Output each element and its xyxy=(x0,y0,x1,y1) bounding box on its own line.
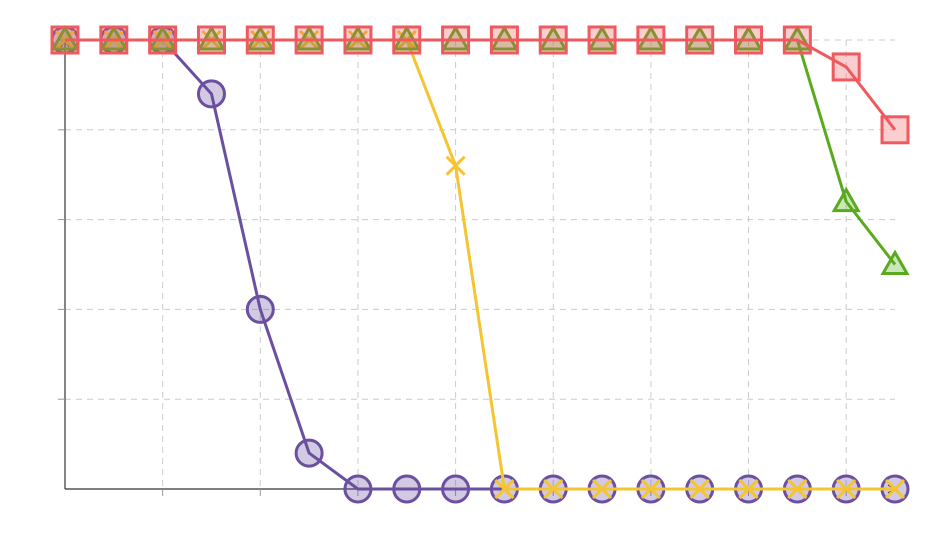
data-point-circle xyxy=(245,294,275,324)
axes xyxy=(58,38,897,496)
data-point-x xyxy=(543,478,564,500)
series-circle xyxy=(50,25,910,504)
data-point-square xyxy=(441,25,471,55)
data-point-x xyxy=(445,155,466,176)
data-point-circle xyxy=(196,79,226,109)
data-point-square xyxy=(734,25,764,55)
data-point-circle xyxy=(392,474,422,504)
data-point-square xyxy=(636,25,666,55)
data-point-square xyxy=(831,52,861,82)
data-point-x xyxy=(836,478,857,500)
series-triangle xyxy=(50,24,910,275)
data-point-triangle xyxy=(880,249,910,275)
data-point-square xyxy=(245,25,275,55)
data-point-circle xyxy=(294,438,324,468)
series-line-x xyxy=(65,38,895,491)
data-point-square xyxy=(685,25,715,55)
data-point-square xyxy=(538,25,568,55)
data-point-square xyxy=(880,115,910,145)
series-line-circle xyxy=(65,38,895,491)
data-point-square xyxy=(196,25,226,55)
data-point-square xyxy=(294,25,324,55)
data-point-circle xyxy=(343,474,373,504)
data-point-x xyxy=(884,478,906,500)
data-point-square xyxy=(50,25,80,55)
data-point-triangle xyxy=(831,186,861,213)
data-point-square xyxy=(99,25,129,55)
data-point-x xyxy=(787,478,808,500)
series-line-triangle xyxy=(65,38,897,266)
data-point-x xyxy=(591,478,613,500)
data-point-square xyxy=(148,25,178,55)
data-point-circle xyxy=(441,474,471,504)
data-point-x xyxy=(738,478,759,500)
series-layer xyxy=(50,24,910,504)
data-point-x xyxy=(494,478,515,500)
data-point-x xyxy=(640,478,661,500)
series-x xyxy=(54,29,906,500)
data-point-square xyxy=(782,25,812,55)
data-point-x xyxy=(689,478,710,500)
data-point-square xyxy=(489,25,519,55)
data-point-square xyxy=(343,25,373,55)
grid xyxy=(65,39,895,489)
data-point-square xyxy=(392,25,422,55)
series-line-square xyxy=(65,38,897,131)
data-point-square xyxy=(587,25,617,55)
series-square xyxy=(50,25,910,145)
